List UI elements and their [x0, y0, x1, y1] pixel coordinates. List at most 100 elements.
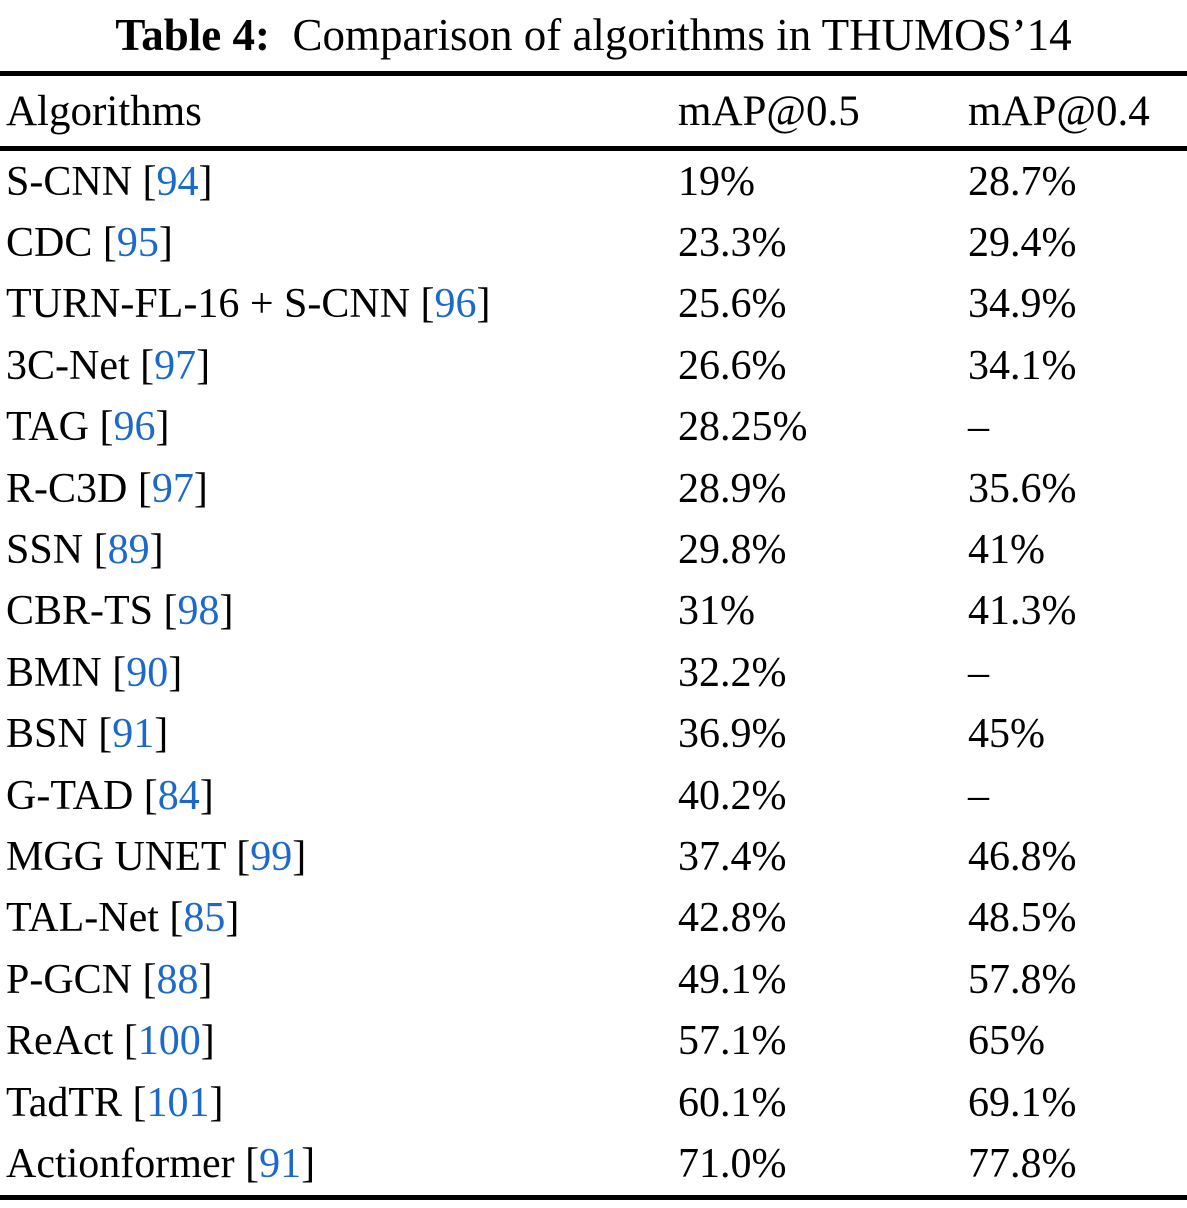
table-caption: Table 4: Comparison of algorithms in THU… — [0, 0, 1187, 62]
citation-link[interactable]: 96 — [113, 404, 156, 451]
table-row: TadTR [101] 60.1% 69.1% — [0, 1072, 1187, 1133]
table-row: Actionformer [91] 71.0% 77.8% — [0, 1133, 1187, 1194]
citation-close-bracket: ] — [154, 711, 169, 758]
citation-open-bracket: [ — [158, 895, 184, 942]
citation-link[interactable]: 97 — [151, 465, 194, 512]
algorithm-name: BSN — [6, 711, 88, 758]
table-row: CBR-TS [98] 31% 41.3% — [0, 581, 1187, 642]
algorithm-cell: TAG [96] — [0, 403, 678, 451]
citation-close-bracket: ] — [193, 465, 208, 512]
citation-open-bracket: [ — [133, 772, 158, 819]
table-row: R-C3D [97] 28.9% 35.6% — [0, 458, 1187, 519]
citation-open-bracket: [ — [83, 527, 108, 574]
top-rule — [0, 71, 1187, 76]
map04-value: – — [968, 404, 989, 451]
citation-open-bracket: [ — [129, 342, 155, 389]
table-row: S-CNN [94] 19% 28.7% — [0, 151, 1187, 212]
citation-close-bracket: ] — [198, 158, 213, 205]
algorithm-cell: TURN-FL-16 + S-CNN [96] — [0, 280, 678, 328]
map05-value: 28.25% — [678, 404, 808, 451]
map04-value: 45% — [968, 711, 1045, 758]
citation-link[interactable]: 94 — [156, 158, 199, 205]
algorithm-cell: TAL-Net [85] — [0, 894, 678, 942]
algorithm-name: TURN-FL-16 + S-CNN — [6, 281, 411, 328]
algorithm-name: S-CNN — [6, 158, 133, 205]
map05-value: 23.3% — [678, 220, 787, 267]
algorithm-name: P-GCN — [6, 956, 133, 1003]
algorithm-cell: SSN [89] — [0, 526, 678, 574]
table-body: S-CNN [94] 19% 28.7% CDC [95] 23.3% 29.4% TURN… — [0, 151, 1187, 1195]
algorithm-cell: R-C3D [97] — [0, 465, 678, 513]
table-row: TAG [96] 28.25% – — [0, 397, 1187, 458]
citation-link[interactable]: 85 — [183, 895, 226, 942]
algorithm-cell: ReAct [100] — [0, 1017, 678, 1065]
map05-value: 31% — [678, 588, 755, 635]
map04-value: 57.8% — [968, 956, 1077, 1003]
column-header-algorithms: Algorithms — [6, 87, 202, 135]
table-row: ReAct [100] 57.1% 65% — [0, 1010, 1187, 1071]
citation-close-bracket: ] — [149, 527, 164, 574]
citation-link[interactable]: 91 — [112, 711, 155, 758]
citation-link[interactable]: 101 — [146, 1079, 210, 1126]
algorithm-name: TAG — [6, 404, 89, 451]
map05-value: 60.1% — [678, 1079, 787, 1126]
citation-link[interactable]: 84 — [157, 772, 200, 819]
table-row: BSN [91] 36.9% 45% — [0, 704, 1187, 765]
map05-value: 29.8% — [678, 527, 787, 574]
map05-value: 26.6% — [678, 342, 787, 389]
map05-value: 36.9% — [678, 711, 787, 758]
citation-close-bracket: ] — [301, 1140, 316, 1187]
algorithm-name: MGG UNET — [6, 833, 226, 880]
map04-value: 69.1% — [968, 1079, 1077, 1126]
citation-link[interactable]: 91 — [259, 1140, 302, 1187]
citation-link[interactable]: 89 — [107, 527, 150, 574]
table-caption-label: Table 4: — [115, 10, 270, 60]
map05-value: 32.2% — [678, 649, 787, 696]
algorithm-name: CDC — [6, 220, 93, 267]
citation-open-bracket: [ — [92, 220, 117, 267]
map04-value: 35.6% — [968, 465, 1077, 512]
citation-close-bracket: ] — [219, 588, 234, 635]
algorithm-name: BMN — [6, 649, 102, 696]
algorithm-cell: BSN [91] — [0, 710, 678, 758]
citation-close-bracket: ] — [155, 404, 170, 451]
table-row: CDC [95] 23.3% 29.4% — [0, 212, 1187, 273]
citation-close-bracket: ] — [292, 833, 307, 880]
citation-link[interactable]: 97 — [154, 342, 197, 389]
citation-link[interactable]: 96 — [434, 281, 477, 328]
bottom-rule — [0, 1194, 1187, 1200]
citation-close-bracket: ] — [168, 649, 183, 696]
map04-value: 46.8% — [968, 833, 1077, 880]
citation-open-bracket: [ — [127, 465, 152, 512]
citation-close-bracket: ] — [199, 772, 214, 819]
citation-open-bracket: [ — [132, 158, 157, 205]
table-row: SSN [89] 29.8% 41% — [0, 519, 1187, 580]
table-row: MGG UNET [99] 37.4% 46.8% — [0, 826, 1187, 887]
algorithm-name: SSN — [6, 527, 84, 574]
map04-value: 77.8% — [968, 1140, 1077, 1187]
map05-value: 28.9% — [678, 465, 787, 512]
algorithm-cell: CBR-TS [98] — [0, 587, 678, 635]
algorithm-cell: CDC [95] — [0, 219, 678, 267]
map04-value: 28.7% — [968, 158, 1077, 205]
citation-link[interactable]: 99 — [250, 833, 293, 880]
algorithm-name: TadTR — [6, 1079, 123, 1126]
citation-link[interactable]: 98 — [177, 588, 220, 635]
table-row: TAL-Net [85] 42.8% 48.5% — [0, 888, 1187, 949]
citation-link[interactable]: 95 — [116, 220, 159, 267]
table-row: TURN-FL-16 + S-CNN [96] 25.6% 34.9% — [0, 274, 1187, 335]
algorithm-cell: MGG UNET [99] — [0, 833, 678, 881]
citation-open-bracket: [ — [234, 1140, 260, 1187]
citation-link[interactable]: 88 — [156, 956, 199, 1003]
map05-value: 37.4% — [678, 833, 787, 880]
citation-open-bracket: [ — [132, 956, 157, 1003]
algorithm-name: 3C-Net — [6, 342, 130, 389]
map04-value: 34.9% — [968, 281, 1077, 328]
citation-link[interactable]: 100 — [137, 1018, 201, 1065]
algorithm-name: ReAct — [6, 1018, 114, 1065]
map04-value: – — [968, 772, 989, 819]
map04-value: 34.1% — [968, 342, 1077, 389]
algorithm-cell: P-GCN [88] — [0, 956, 678, 1004]
citation-link[interactable]: 90 — [126, 649, 169, 696]
